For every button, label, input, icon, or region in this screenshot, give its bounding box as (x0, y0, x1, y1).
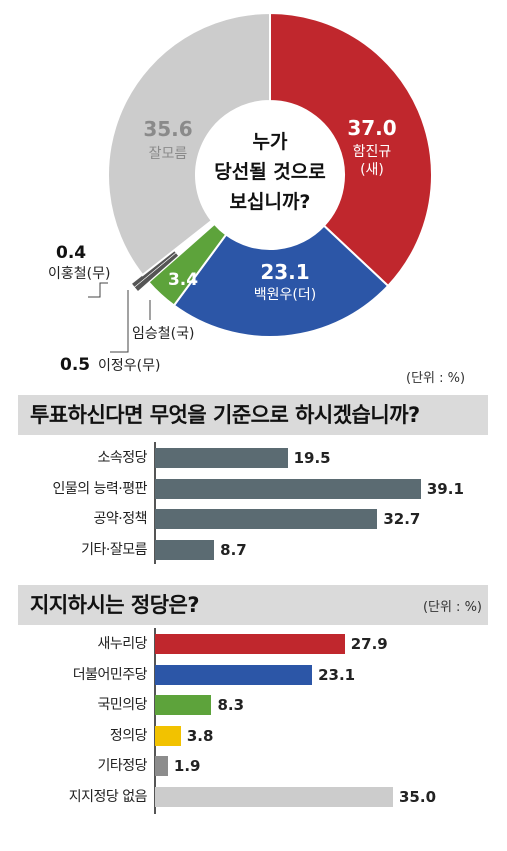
donut-slices (107, 11, 433, 338)
label-ham-name: 함진규 (353, 144, 392, 160)
label-im-name: 임승철(국) (132, 326, 194, 342)
party-bar (155, 634, 345, 654)
party-value-label: 35.0 (399, 787, 437, 806)
label-baek-value: 23.1 (260, 260, 309, 284)
leader-line-lee-hc (88, 282, 108, 298)
section2-title: 지지하시는 정당은? (30, 593, 200, 617)
criteria-value-label: 39.1 (426, 479, 464, 498)
party-value-label: 3.8 (186, 726, 214, 745)
label-ham-party: (새) (360, 162, 384, 178)
party-row: 더불어민주당 23.1 (0, 663, 507, 687)
party-bar (155, 725, 181, 746)
party-value-label: 27.9 (350, 635, 388, 653)
party-row: 국민의당 8.3 (0, 693, 507, 717)
party-row: 지지정당 없음 35.0 (0, 785, 507, 809)
criteria-row: 공약·정책 32.7 (0, 507, 507, 531)
criteria-value-label: 19.5 (293, 449, 331, 467)
party-category-label: 더불어민주당 (72, 666, 148, 683)
criteria-row: 소속정당 19.5 (0, 446, 507, 470)
criteria-bar (155, 539, 215, 560)
label-unknown-value: 35.6 (143, 117, 192, 141)
donut-question-line-3: 보십니까? (230, 191, 311, 213)
criteria-value-label: 8.7 (220, 540, 247, 559)
party-bar (155, 695, 212, 715)
criteria-bar (155, 448, 288, 468)
label-im-value: 3.4 (168, 270, 198, 290)
party-value-label: 1.9 (173, 757, 201, 775)
party-category-label: 국민의당 (97, 697, 147, 713)
label-ham-value: 37.0 (347, 116, 396, 140)
leader-line-lee-jw (110, 290, 129, 353)
criteria-value-label: 32.7 (383, 510, 421, 528)
label-lee-jw-value: 0.5 (60, 355, 90, 375)
party-value-label: 8.3 (217, 696, 245, 714)
donut-hole (196, 101, 344, 249)
party-value-label: 23.1 (318, 665, 356, 684)
party-row: 정의당 3.8 (0, 724, 507, 748)
label-lee-jw-name: 이정우(무) (98, 358, 160, 374)
criteria-row: 기타·잘모름 8.7 (0, 538, 507, 562)
criteria-category-label: 소속정당 (97, 450, 147, 466)
donut-chart: 누가 당선될 것으로 보십니까? 37.0 함진규 (새) 23.1 백원우(더… (48, 11, 433, 375)
label-baek-name: 백원우(더) (254, 287, 316, 303)
section1-header: 투표하신다면 무엇을 기준으로 하시겠습니까? (18, 395, 488, 435)
unit-label-top: (단위 : %) (406, 371, 466, 386)
section2-axis (154, 628, 156, 814)
party-bar (155, 756, 168, 776)
party-category-label: 기타정당 (97, 758, 147, 774)
party-row: 기타정당 1.9 (0, 754, 507, 778)
section1-title: 투표하신다면 무엇을 기준으로 하시겠습니까? (30, 403, 420, 427)
criteria-bar (155, 509, 378, 529)
party-row: 새누리당 27.9 (0, 632, 507, 656)
criteria-category-label: 인물의 능력·평판 (52, 480, 147, 497)
party-category-label: 지지정당 없음 (68, 788, 148, 805)
unit-label-bottom: (단위 : %) (422, 600, 482, 615)
party-bar (155, 664, 313, 685)
criteria-category-label: 기타·잘모름 (81, 541, 147, 558)
donut-question-line-1: 누가 (253, 131, 288, 153)
party-bar (155, 786, 393, 807)
section1-axis (154, 442, 156, 564)
label-lee-hc-value: 0.4 (56, 243, 86, 263)
party-category-label: 정의당 (109, 727, 148, 744)
donut-question-line-2: 당선될 것으로 (214, 161, 326, 183)
label-unknown-name: 잘모름 (149, 146, 188, 162)
section2-header: 지지하시는 정당은? (단위 : %) (18, 585, 488, 625)
criteria-bar (155, 478, 421, 499)
party-category-label: 새누리당 (97, 636, 147, 652)
label-lee-hc-name: 이홍철(무) (48, 266, 110, 282)
criteria-category-label: 공약·정책 (93, 511, 148, 527)
criteria-row: 인물의 능력·평판 39.1 (0, 477, 507, 501)
